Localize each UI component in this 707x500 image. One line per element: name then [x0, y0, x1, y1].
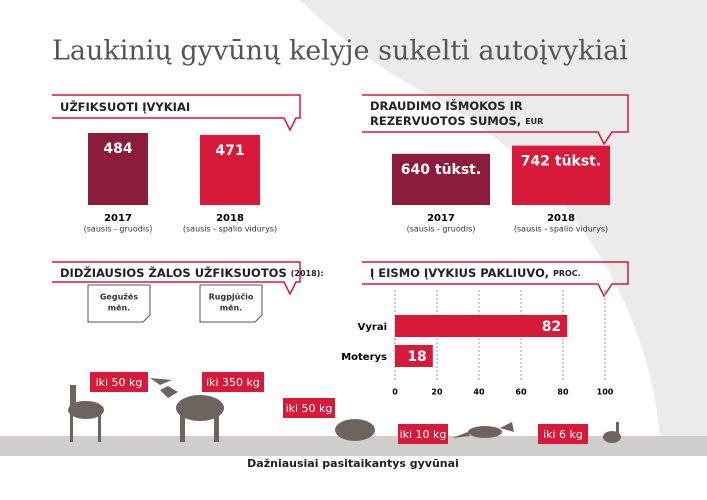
deer-leg — [98, 412, 101, 442]
title-part: UŽFIKSUOTI ĮVYKIAI — [60, 99, 190, 114]
bar — [512, 145, 610, 205]
weight-label: iki 350 kg — [206, 376, 260, 389]
note-frame — [199, 284, 263, 323]
weight-tag — [283, 398, 335, 418]
title-part: Į EISMO ĮVYKIUS PAKLIUVO, — [370, 266, 553, 280]
fox-parts — [452, 422, 514, 438]
value-label: 640 tūkst. — [401, 162, 481, 178]
callout-frame — [362, 261, 629, 298]
note-frame — [87, 284, 151, 323]
value-label: 484 — [103, 141, 132, 157]
bar — [395, 345, 433, 367]
bar — [88, 133, 148, 205]
value-label: 471 — [215, 143, 244, 159]
callout-title: DIDŽIAUSIOS ŽALOS UŽFIKSUOTOS (2018): — [60, 265, 324, 280]
fox — [468, 426, 502, 438]
rabbit-ear — [616, 422, 619, 434]
deer-neck — [70, 385, 76, 409]
animal-silhouettes — [68, 378, 621, 443]
x-label: 2017 — [104, 213, 132, 224]
weight-tag — [398, 424, 448, 444]
moose-leg — [214, 412, 219, 442]
x-tick-label: 80 — [557, 388, 569, 397]
moose-head — [150, 378, 178, 398]
value-label: 82 — [542, 319, 561, 335]
weight-tag — [90, 372, 148, 392]
animals-title: Dažniausiai pasitaikantys gyvūnai — [247, 457, 459, 470]
x-tick-label: 40 — [473, 388, 485, 397]
bar — [392, 153, 490, 205]
bar — [395, 315, 568, 337]
ground — [0, 436, 707, 456]
x-tick-label: 100 — [597, 388, 614, 397]
callout-frame — [362, 94, 629, 146]
weight-label: iki 50 kg — [286, 402, 333, 415]
x-label: 2017 — [427, 213, 455, 224]
x-label: 2018 — [547, 213, 575, 224]
deer — [68, 401, 104, 419]
title-part: (2018): — [291, 269, 324, 278]
weight-label: iki 10 kg — [400, 428, 447, 441]
weight-tag — [202, 372, 264, 392]
callout-frame — [52, 261, 301, 296]
backdrop-shape — [300, 0, 707, 440]
x-label: 2018 — [216, 213, 244, 224]
callout-frame — [52, 94, 301, 132]
callout-title: DRAUDIMO IŠMOKOS IR — [370, 98, 523, 113]
title-part: DRAUDIMO IŠMOKOS IR — [370, 98, 523, 113]
x-tick-label: 0 — [392, 388, 398, 397]
value-label: 18 — [407, 349, 426, 365]
x-tick-label: 60 — [515, 388, 527, 397]
title-part: EUR — [525, 117, 543, 126]
month-note: mėn. — [220, 304, 243, 313]
weight-tag — [538, 424, 588, 444]
x-tick-label: 20 — [431, 388, 443, 397]
callout-title: REZERVUOTOS SUMOS, EUR — [370, 114, 543, 128]
title-part: REZERVUOTOS SUMOS, — [370, 114, 525, 128]
y-label: Moterys — [341, 352, 387, 363]
moose — [176, 395, 224, 421]
month-notes — [87, 284, 263, 323]
x-note: (sausis - gruodis) — [84, 225, 153, 234]
x-note: (sausis - spalio vidurys) — [514, 225, 608, 234]
month-note: Rugpjūčio — [209, 292, 254, 302]
x-note: (sausis - spalio vidurys) — [183, 225, 277, 234]
weight-label: iki 50 kg — [96, 376, 143, 389]
y-label: Vyrai — [358, 322, 387, 333]
value-label: 742 tūkst. — [521, 154, 601, 170]
page-title: Laukinių gyvūnų kelyje sukelti autoįvyki… — [52, 36, 628, 67]
deer-leg — [70, 412, 73, 442]
title-part: DIDŽIAUSIOS ŽALOS UŽFIKSUOTOS — [60, 265, 291, 280]
callout-title: UŽFIKSUOTI ĮVYKIAI — [60, 99, 190, 114]
callout-title: Į EISMO ĮVYKIUS PAKLIUVO, PROC. — [370, 266, 581, 280]
bar — [200, 134, 260, 205]
callouts — [52, 94, 629, 298]
month-note: mėn. — [108, 304, 131, 313]
weight-label: iki 6 kg — [543, 428, 583, 441]
moose-leg — [180, 412, 185, 442]
boar — [335, 419, 375, 441]
x-note: (sausis - gruodis) — [407, 225, 476, 234]
title-part: PROC. — [553, 269, 581, 278]
month-note: Gegužės — [100, 293, 138, 302]
